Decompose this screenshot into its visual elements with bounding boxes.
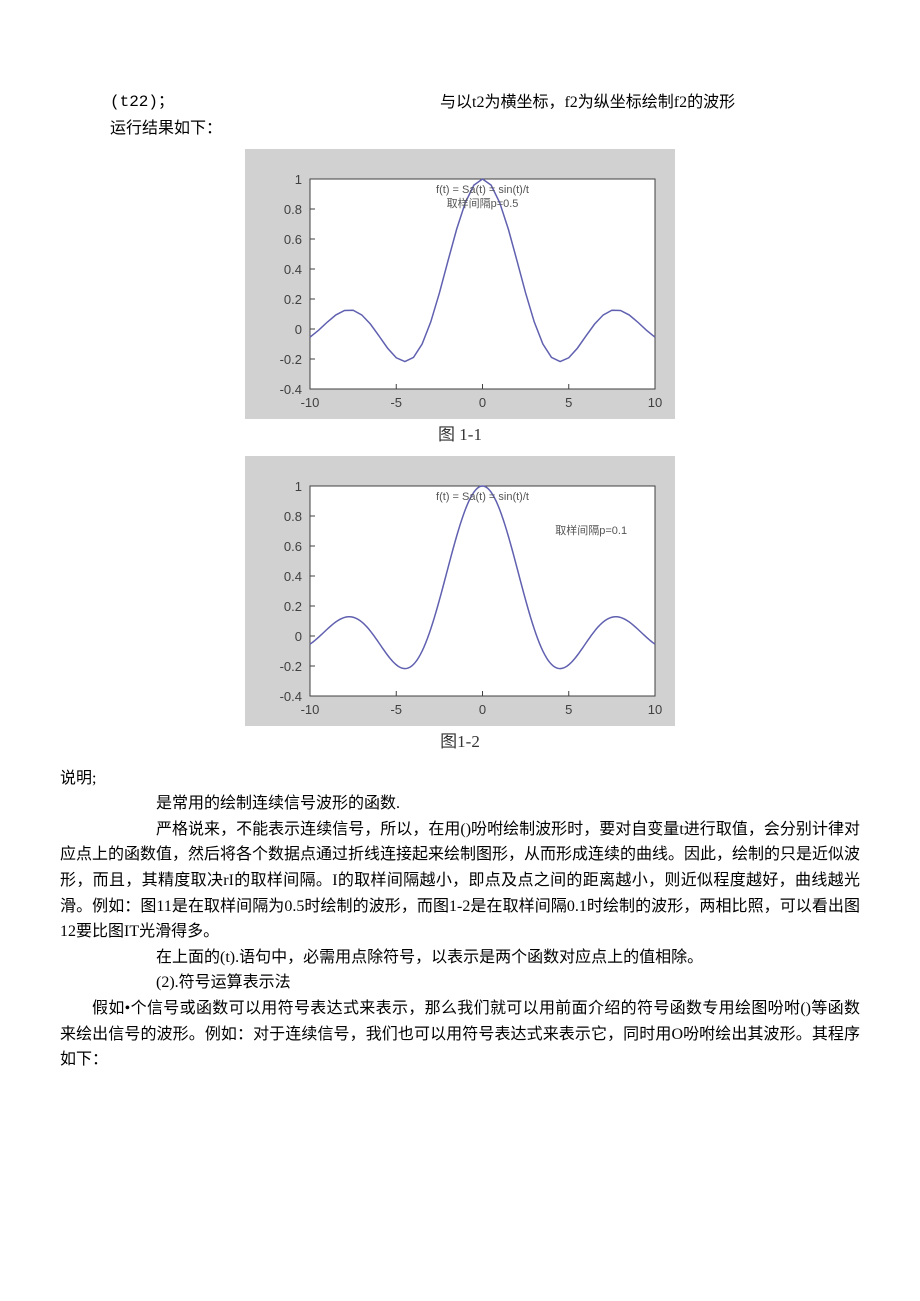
paragraph-1: 是常用的绘制连续信号波形的函数. [60,791,860,817]
figure-1-1: -10 -5 0 5 10 -0.4 -0.2 0 0.2 0.4 0.6 0.8 1 f(t) = Sa… [245,149,675,448]
svg-text:0.8: 0.8 [284,509,302,524]
chart-1-1: -10 -5 0 5 10 -0.4 -0.2 0 0.2 0.4 0.6 0.8 1 f(t) = Sa… [245,149,675,419]
code-fragment: (t22)； [60,90,440,116]
caption-1-2: 图1-2 [245,728,675,755]
svg-text:-10: -10 [301,702,320,717]
svg-text:0.8: 0.8 [284,202,302,217]
svg-text:5: 5 [565,395,572,410]
svg-text:0.2: 0.2 [284,599,302,614]
svg-text:0: 0 [479,702,486,717]
svg-text:-5: -5 [390,702,402,717]
svg-text:0: 0 [295,322,302,337]
svg-text:-10: -10 [301,395,320,410]
svg-text:-0.2: -0.2 [280,659,302,674]
svg-text:1: 1 [295,479,302,494]
svg-text:0.2: 0.2 [284,292,302,307]
svg-text:-0.2: -0.2 [280,352,302,367]
caption-1-1: 图 1-1 [245,421,675,448]
svg-text:1: 1 [295,172,302,187]
paragraph-2: 严格说来，不能表示连续信号，所以，在用()吩咐绘制波形时，要对自变量t进行取值，… [60,817,860,945]
svg-text:取样间隔p=0.5: 取样间隔p=0.5 [447,196,519,210]
svg-text:f(t) = Sa(t) = sin(t)/t: f(t) = Sa(t) = sin(t)/t [436,184,529,196]
svg-text:0.6: 0.6 [284,232,302,247]
svg-text:0.4: 0.4 [284,569,302,584]
svg-text:0.4: 0.4 [284,262,302,277]
svg-text:f(t) = Sa(t) = sin(t)/t: f(t) = Sa(t) = sin(t)/t [436,491,529,503]
svg-text:10: 10 [648,395,662,410]
section-2-heading: (2).符号运算表示法 [60,970,860,996]
svg-text:0.6: 0.6 [284,539,302,554]
paragraph-4: 假如•个信号或函数可以用符号表达式来表示，那么我们就可以用前面介绍的符号函数专用… [60,996,860,1073]
explain-heading: 说明; [60,766,860,792]
svg-text:-5: -5 [390,395,402,410]
paragraph-3: 在上面的(t).语句中，必需用点除符号，以表示是两个函数对应点上的值相除。 [60,945,860,971]
svg-text:-0.4: -0.4 [280,382,302,397]
code-comment: 与以t2为横坐标，f2为纵坐标绘制f2的波形 [440,90,860,116]
svg-text:-0.4: -0.4 [280,689,302,704]
svg-text:0: 0 [479,395,486,410]
figure-1-2: -10 -5 0 5 10 -0.4 -0.2 0 0.2 0.4 0.6 0.8 1 f(t) = Sa… [245,456,675,755]
svg-text:取样间隔p=0.1: 取样间隔p=0.1 [555,523,627,537]
svg-text:0: 0 [295,629,302,644]
chart-1-2: -10 -5 0 5 10 -0.4 -0.2 0 0.2 0.4 0.6 0.8 1 f(t) = Sa… [245,456,675,726]
svg-text:5: 5 [565,702,572,717]
svg-text:10: 10 [648,702,662,717]
run-result-label: 运行结果如下： [60,116,860,142]
